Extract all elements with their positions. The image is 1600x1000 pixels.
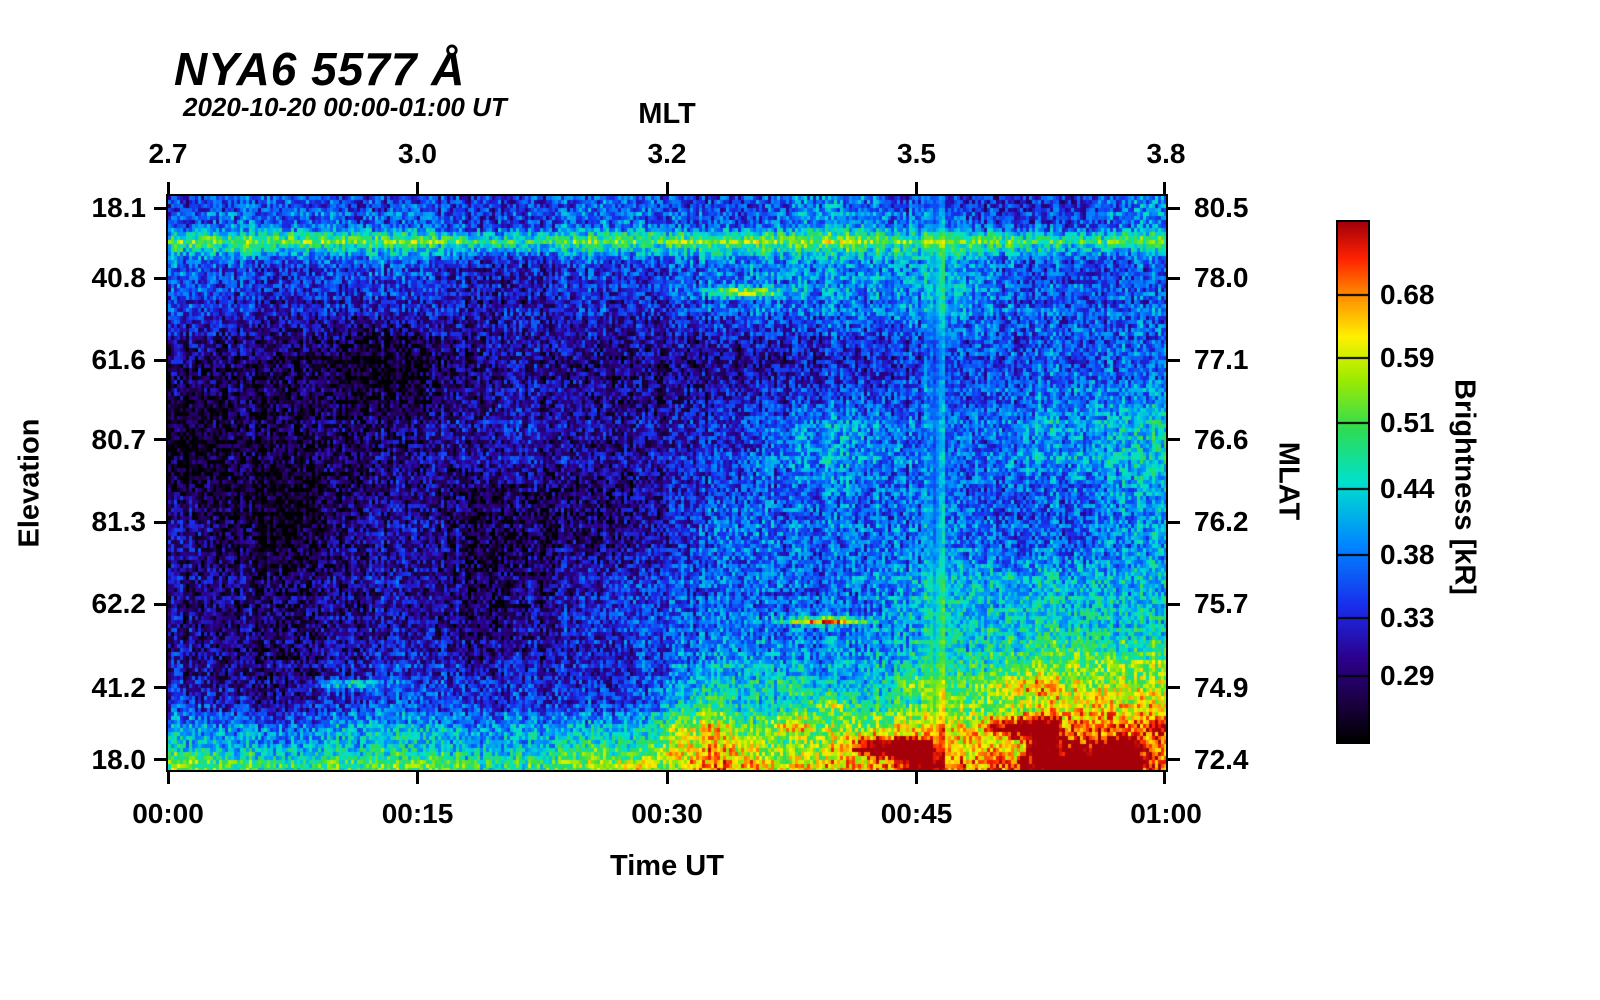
bottom-axis-tick-label: 00:45 <box>880 798 953 829</box>
top-axis-tick <box>416 182 419 194</box>
right-axis-tick <box>1168 358 1180 362</box>
colorbar-tick-label: 0.33 <box>1380 602 1435 633</box>
left-axis-tick <box>154 686 166 690</box>
right-axis-tick <box>1168 276 1180 280</box>
right-axis-tick <box>1168 602 1180 606</box>
bottom-axis-tick <box>1163 772 1166 784</box>
bottom-axis-tick-label: 00:30 <box>631 798 703 829</box>
left-axis-tick <box>154 758 166 762</box>
top-axis-tick <box>665 182 669 194</box>
colorbar-canvas <box>1338 222 1368 742</box>
left-axis-tick-label: 40.8 <box>91 262 147 294</box>
right-axis-tick <box>1168 438 1180 442</box>
colorbar-tick-label: 0.44 <box>1380 473 1435 504</box>
left-axis-tick-label: 61.6 <box>91 344 147 376</box>
top-axis-tick-label: 3.8 <box>1146 138 1186 169</box>
heatmap-canvas <box>168 196 1166 770</box>
right-axis-tick-label: 76.2 <box>1194 506 1249 538</box>
left-axis-tick-label: 41.2 <box>91 671 147 703</box>
colorbar-tick-label: 0.29 <box>1380 660 1435 691</box>
chart-subtitle: 2020-10-20 00:00-01:00 UT <box>183 92 507 122</box>
colorbar-axis-label: Brightness [kR] <box>1448 379 1481 595</box>
right-axis-tick <box>1168 758 1180 762</box>
colorbar <box>1336 220 1370 744</box>
bottom-axis-tick <box>915 772 918 784</box>
right-axis-tick-label: 75.7 <box>1194 588 1249 620</box>
left-axis-tick <box>154 358 166 362</box>
bottom-axis-tick <box>166 772 170 784</box>
left-axis-label: Elevation <box>13 418 46 548</box>
left-axis-tick <box>154 602 166 606</box>
top-axis-tick <box>166 182 170 194</box>
right-axis-tick <box>1168 206 1180 210</box>
right-axis-tick-label: 77.1 <box>1194 344 1249 376</box>
colorbar-tick-label: 0.59 <box>1380 342 1435 373</box>
left-axis-tick <box>154 276 166 280</box>
right-axis-tick-label: 76.6 <box>1194 423 1249 455</box>
left-axis-tick-label: 62.2 <box>91 588 147 620</box>
left-axis-tick-label: 80.7 <box>91 423 147 455</box>
left-axis-tick-label: 18.0 <box>91 743 147 775</box>
left-axis-tick <box>154 206 166 210</box>
right-axis-tick <box>1168 520 1180 524</box>
left-axis-tick <box>154 520 166 524</box>
bottom-axis-tick-label: 00:00 <box>132 798 204 829</box>
left-axis-tick-label: 18.1 <box>91 192 147 224</box>
bottom-axis-tick <box>665 772 669 784</box>
left-axis-tick-label: 81.3 <box>91 506 147 538</box>
top-axis-tick-label: 3.5 <box>897 138 936 169</box>
plot-area <box>166 194 1168 772</box>
bottom-axis-tick-label: 01:00 <box>1130 798 1202 829</box>
right-axis-tick-label: 72.4 <box>1194 743 1249 775</box>
colorbar-tick-label: 0.38 <box>1380 539 1435 570</box>
colorbar-tick-label: 0.68 <box>1380 279 1435 310</box>
right-axis-tick-label: 74.9 <box>1194 671 1249 703</box>
right-axis-tick <box>1168 686 1180 690</box>
bottom-axis-tick-label: 00:15 <box>381 798 454 829</box>
top-axis-label: MLT <box>638 98 696 130</box>
bottom-axis-tick <box>416 772 419 784</box>
colorbar-tick-label: 0.51 <box>1380 407 1435 438</box>
top-axis-tick-label: 3.2 <box>647 138 687 169</box>
right-axis-tick-label: 78.0 <box>1194 262 1249 294</box>
right-axis-label: MLAT <box>1272 441 1305 521</box>
left-axis-tick <box>154 438 166 442</box>
right-axis-tick-label: 80.5 <box>1194 192 1249 224</box>
top-axis-tick <box>1163 182 1166 194</box>
chart-title: NYA6 5577 Å <box>174 43 466 95</box>
top-axis-tick-label: 2.7 <box>148 138 188 169</box>
top-axis-tick <box>915 182 918 194</box>
top-axis-tick-label: 3.0 <box>398 138 437 169</box>
bottom-axis-label: Time UT <box>610 850 724 882</box>
